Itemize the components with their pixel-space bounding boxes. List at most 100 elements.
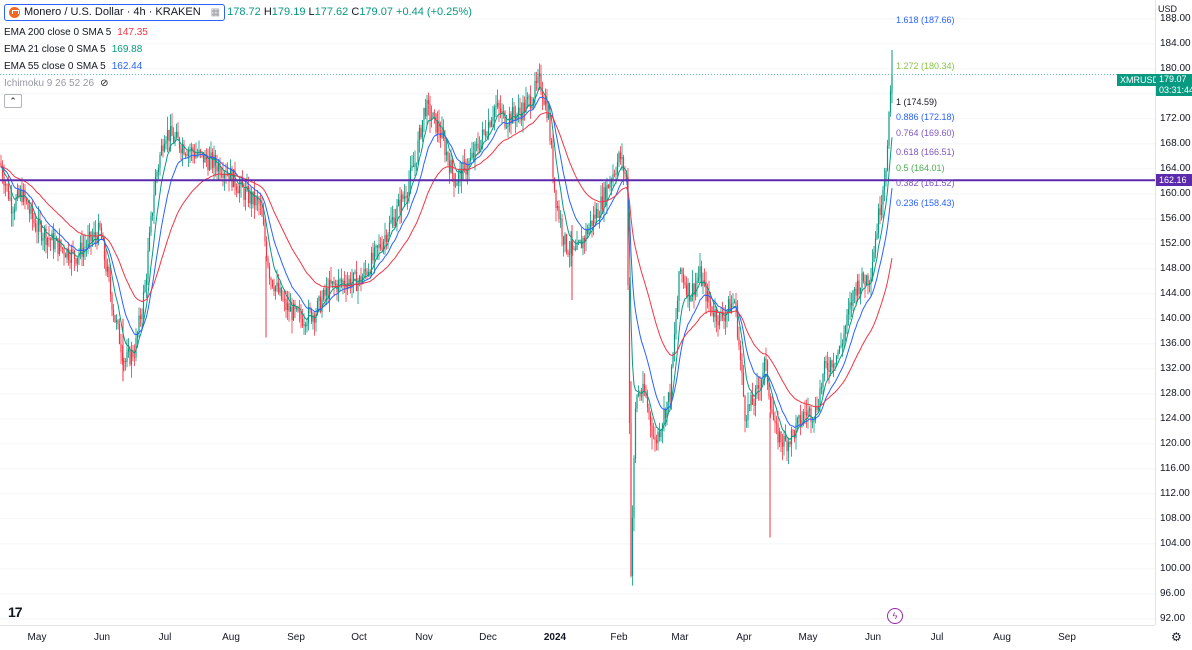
candle-body [154, 176, 157, 195]
indicator-ema21[interactable]: EMA 21 close 0 SMA 5 169.88 [4, 41, 472, 58]
candle-body [496, 102, 499, 106]
fib-level-label: 0.236 (158.43) [896, 197, 955, 208]
indicator-value: 169.88 [111, 44, 143, 55]
candle-body [849, 302, 851, 310]
candle-body [822, 374, 824, 388]
low-value: 177.62 [314, 6, 349, 18]
candle-body [93, 232, 95, 238]
candle-body [120, 343, 122, 353]
candle-body [45, 229, 47, 246]
candle-body [556, 205, 559, 208]
candle-body [765, 358, 767, 361]
candle-body [621, 157, 623, 160]
candle-body [589, 220, 592, 228]
candle-body [537, 76, 539, 83]
candle-body [37, 218, 40, 232]
candle-body [108, 266, 110, 278]
candle-body [637, 393, 640, 396]
price-chart[interactable] [0, 0, 1155, 625]
candle-body [171, 125, 173, 136]
candle-body [850, 302, 853, 306]
price-tick-label: 168.00 [1160, 137, 1191, 149]
candle-body [490, 121, 493, 127]
indicator-ema55[interactable]: EMA 55 close 0 SMA 5 162.44 [4, 58, 472, 75]
indicator-ema200[interactable]: EMA 200 close 0 SMA 5 147.35 [4, 24, 472, 41]
candle-body [879, 208, 881, 216]
candle-body [706, 291, 709, 302]
collapse-legend-button[interactable]: ⌃ [4, 94, 22, 108]
candle-body [112, 309, 115, 315]
candle-body [831, 360, 833, 368]
time-axis[interactable]: May Jun Jul Aug Sep Oct Nov Dec 2024 Feb Mar Apr May… [0, 625, 1155, 650]
candle-body [820, 387, 823, 389]
candle-body [732, 302, 734, 304]
candle-body [393, 217, 395, 227]
price-tick-label: 116.00 [1160, 462, 1190, 474]
candle-body [474, 143, 476, 158]
currency-button[interactable]: USD ⌄ [1158, 4, 1192, 25]
flash-icon[interactable]: ϟ [887, 608, 903, 624]
bar-countdown: 03:31:44 [1159, 85, 1192, 95]
candle-body [28, 209, 31, 214]
candle-body [342, 280, 344, 283]
candle-body [847, 309, 850, 315]
candle-body [216, 165, 218, 172]
candle-body [802, 412, 805, 421]
candle-body [298, 311, 301, 312]
candle-body [420, 127, 422, 138]
gear-icon[interactable]: ⚙ [1171, 630, 1182, 644]
candle-body [129, 349, 131, 365]
candle-body [781, 442, 784, 447]
candle-body [685, 285, 688, 295]
candle-body [322, 289, 325, 300]
candle-body [772, 412, 775, 421]
candle-body [639, 393, 641, 397]
change-value: +0.44 (+0.25%) [396, 6, 472, 18]
hidden-eye-icon[interactable]: ⊘ [100, 78, 109, 89]
candle-body [352, 272, 355, 282]
close-value: 179.07 [359, 6, 393, 18]
candle-body [472, 152, 475, 158]
candle-body [135, 337, 137, 358]
fib-level-label: 0.5 (164.01) [896, 162, 945, 173]
candle-body [735, 301, 737, 305]
candle-body [708, 291, 710, 303]
candle-body [330, 279, 332, 284]
candle-body [859, 287, 862, 295]
candle-body [325, 288, 328, 296]
candle-body [634, 408, 637, 459]
price-tick-label: 96.00 [1160, 587, 1186, 599]
candle-body [9, 197, 11, 199]
indicator-ichimoku[interactable]: Ichimoku 9 26 52 26 ⊘ [4, 75, 472, 92]
candle-body [760, 379, 763, 389]
tradingview-logo-icon[interactable]: 17 [8, 604, 23, 620]
candle-body [412, 165, 415, 167]
candle-body [366, 271, 368, 275]
symbol-selector[interactable]: Monero / U.S. Dollar · 4h · KRAKEN ▦ [4, 3, 226, 21]
candle-body [276, 282, 278, 287]
candle-body [141, 313, 143, 319]
candle-body [712, 313, 715, 318]
candle-body [312, 315, 314, 322]
candle-body [660, 430, 662, 437]
candle-body [124, 361, 127, 363]
candle-body [301, 318, 304, 326]
candle-body [133, 356, 136, 358]
candle-body [711, 306, 713, 314]
candle-body [810, 408, 812, 422]
candle-body [381, 247, 383, 250]
chevron-down-icon: ⌄ [1170, 14, 1178, 24]
candle-body [603, 187, 605, 210]
candle-body [681, 269, 683, 274]
candle-body [819, 388, 821, 407]
compare-icon[interactable]: ▦ [210, 6, 221, 18]
candle-body [243, 187, 245, 200]
candle-body [880, 204, 883, 216]
candle-body [249, 191, 251, 204]
candle-body [282, 299, 284, 301]
candle-body [300, 311, 302, 319]
open-value: 178.72 [227, 6, 261, 18]
candle-body [159, 154, 161, 168]
candle-body [169, 125, 172, 142]
candle-body [181, 144, 184, 154]
